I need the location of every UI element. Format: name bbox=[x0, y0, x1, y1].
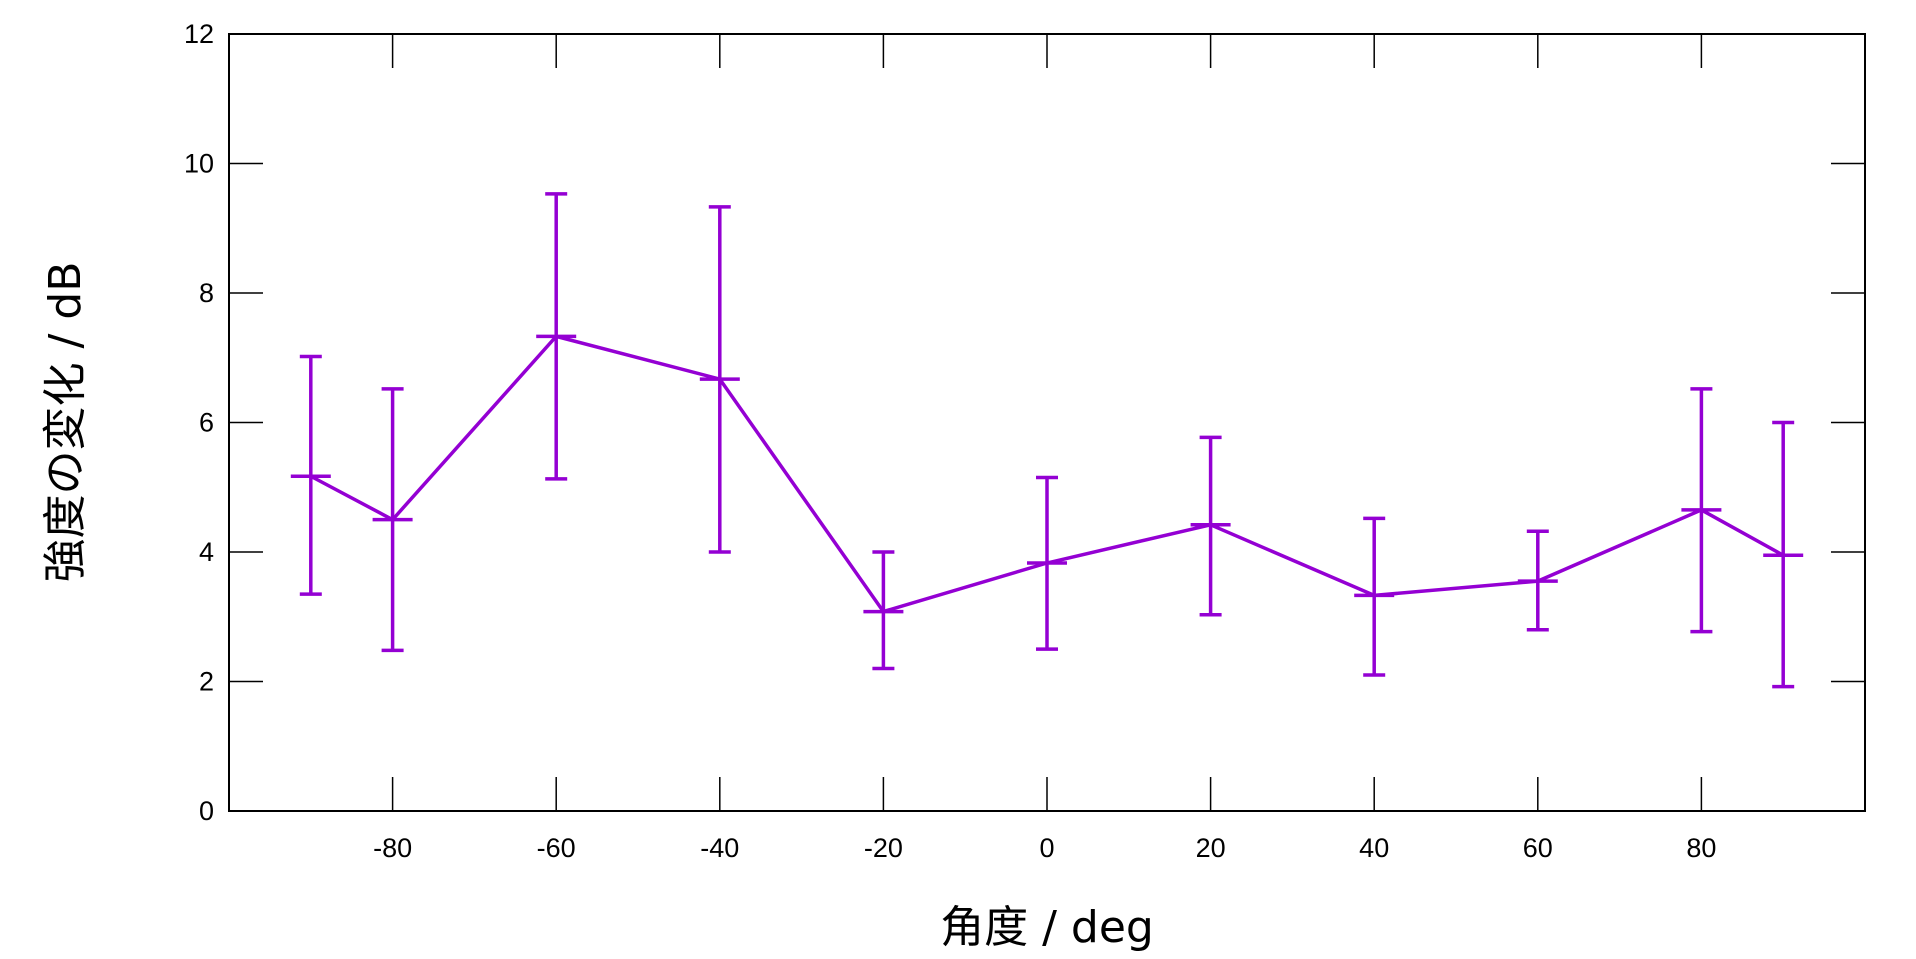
y-axis-title: 強度の変化 / dB bbox=[40, 262, 91, 583]
x-tick-label: 0 bbox=[1039, 833, 1054, 863]
y-tick-labels: 0 2 4 6 8 10 12 bbox=[184, 19, 214, 826]
x-tick-label: 40 bbox=[1359, 833, 1389, 863]
y-tick-label: 10 bbox=[184, 149, 214, 179]
y-tick-label: 2 bbox=[199, 667, 214, 697]
x-tick-label: 80 bbox=[1686, 833, 1716, 863]
x-tick-label: -40 bbox=[700, 833, 739, 863]
x-axis-title: 角度 / deg bbox=[940, 902, 1154, 953]
y-tick-label: 0 bbox=[199, 796, 214, 826]
x-tick-label: -20 bbox=[864, 833, 903, 863]
data-points bbox=[290, 334, 1804, 614]
x-tick-label: -80 bbox=[373, 833, 412, 863]
error-bars bbox=[299, 192, 1795, 689]
y-tick-label: 8 bbox=[199, 278, 214, 308]
y-tick-label: 6 bbox=[199, 408, 214, 438]
x-tick-label: -60 bbox=[537, 833, 576, 863]
x-tick-label: 60 bbox=[1523, 833, 1553, 863]
plot-frame bbox=[228, 33, 1866, 812]
x-tick-labels: -80 -60 -40 -20 0 20 40 60 80 bbox=[373, 833, 1716, 863]
axis-ticks bbox=[229, 34, 1865, 811]
y-tick-label: 12 bbox=[184, 19, 214, 49]
x-tick-label: 20 bbox=[1196, 833, 1226, 863]
y-tick-label: 4 bbox=[199, 537, 214, 567]
